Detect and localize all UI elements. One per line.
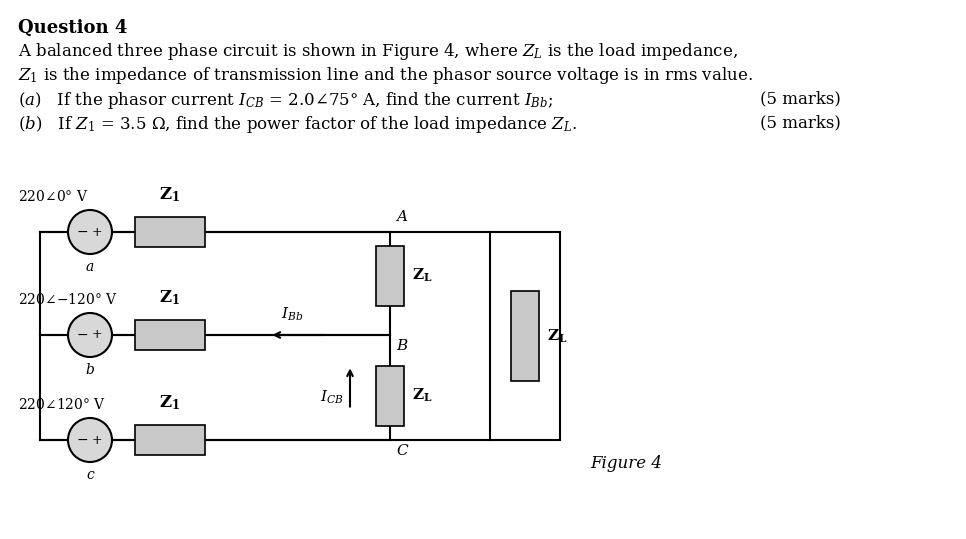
Text: (5 marks): (5 marks): [760, 114, 840, 131]
Text: B: B: [396, 339, 408, 353]
Bar: [135, 320, 205, 350]
Text: c: c: [86, 468, 94, 482]
Text: −: −: [76, 433, 88, 447]
Text: Question 4: Question 4: [18, 19, 128, 37]
Bar: [135, 217, 205, 247]
Text: $\mathbf{Z_L}$: $\mathbf{Z_L}$: [412, 267, 433, 284]
Text: (5 marks): (5 marks): [760, 90, 840, 107]
Text: −: −: [76, 225, 88, 239]
Text: a: a: [86, 260, 94, 274]
Text: C: C: [396, 444, 408, 458]
Text: $Z_1$ is the impedance of transmission line and the phasor source voltage is in : $Z_1$ is the impedance of transmission l…: [18, 65, 753, 86]
Text: $(a)$   If the phasor current $I_{CB}$ = 2.0$\angle$75° A, find the current $I_{: $(a)$ If the phasor current $I_{CB}$ = 2…: [18, 90, 554, 111]
Bar: [376, 365, 404, 425]
Text: A: A: [396, 210, 407, 224]
Text: $\mathbf{Z_1}$: $\mathbf{Z_1}$: [159, 185, 181, 204]
Text: $I_{Bb}$: $I_{Bb}$: [281, 306, 303, 323]
Text: $\mathbf{Z_1}$: $\mathbf{Z_1}$: [159, 288, 181, 307]
Text: $\mathbf{Z_L}$: $\mathbf{Z_L}$: [547, 327, 567, 345]
Text: −: −: [76, 328, 88, 342]
Text: Figure 4: Figure 4: [590, 455, 662, 472]
Text: b: b: [86, 363, 95, 377]
Text: 220$\angle$120° V: 220$\angle$120° V: [18, 397, 106, 412]
Text: A balanced three phase circuit is shown in Figure 4, where $Z_L$ is the load imp: A balanced three phase circuit is shown …: [18, 41, 738, 62]
Text: $I_{CB}$: $I_{CB}$: [321, 389, 344, 406]
Circle shape: [68, 210, 112, 254]
Text: $(b)$   If $Z_1$ = 3.5 $\Omega$, find the power factor of the load impedance $Z_: $(b)$ If $Z_1$ = 3.5 $\Omega$, find the …: [18, 114, 577, 135]
Circle shape: [68, 418, 112, 462]
Text: +: +: [92, 328, 102, 342]
Text: +: +: [92, 225, 102, 238]
Text: 220$\angle$$-$120° V: 220$\angle$$-$120° V: [18, 292, 118, 307]
Circle shape: [68, 313, 112, 357]
Bar: [135, 425, 205, 455]
Bar: [376, 245, 404, 306]
Text: +: +: [92, 433, 102, 446]
Text: $\mathbf{Z_1}$: $\mathbf{Z_1}$: [159, 393, 181, 412]
Bar: [511, 291, 539, 381]
Text: 220$\angle$0° V: 220$\angle$0° V: [18, 189, 89, 204]
Text: $\mathbf{Z_L}$: $\mathbf{Z_L}$: [412, 387, 433, 404]
